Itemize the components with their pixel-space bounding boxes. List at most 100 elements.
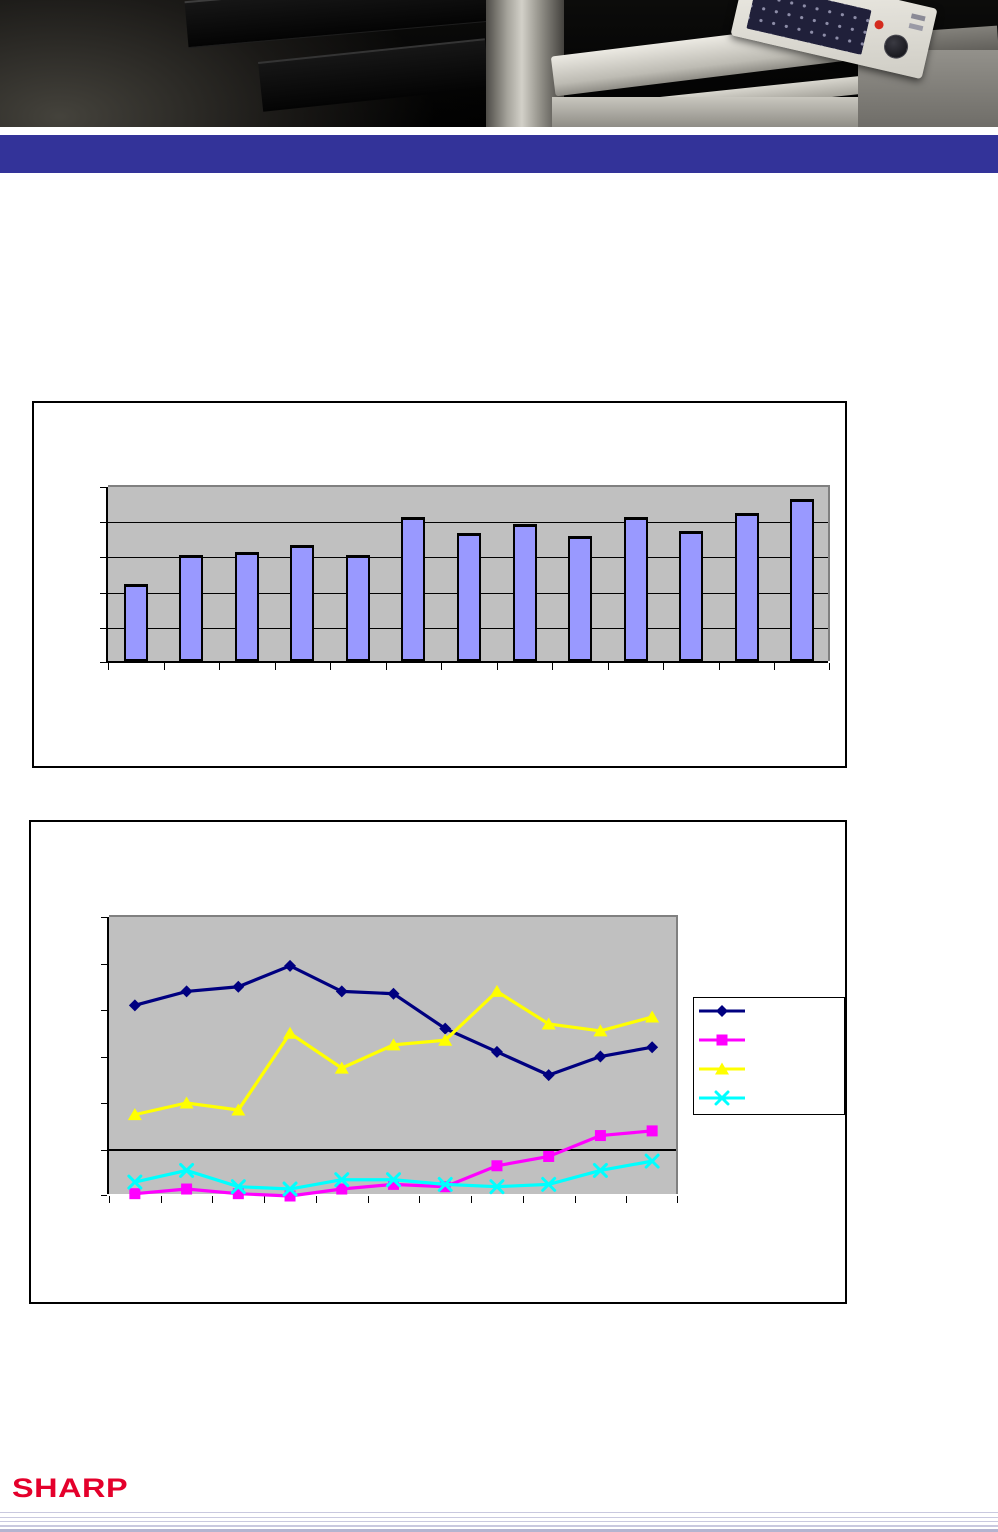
legend-entry-4: [699, 1090, 839, 1106]
panel-slot-icon: [910, 13, 926, 22]
square-marker: [646, 1125, 658, 1137]
footer-stripe: [0, 1517, 998, 1518]
x-axis-tick: [829, 663, 830, 670]
triangle-marker: [231, 1103, 246, 1116]
legend-key-icon: [699, 1005, 745, 1017]
footer-stripe: [0, 1512, 998, 1513]
diamond-marker: [490, 1045, 503, 1058]
gridline: [108, 522, 828, 524]
y-axis-tick: [101, 1056, 107, 1058]
line-chart-legend: [693, 997, 845, 1115]
x-marker: [230, 1179, 246, 1195]
bar: [568, 536, 593, 661]
series-line-3: [134, 989, 653, 1117]
x-marker: [541, 1176, 557, 1192]
square-marker: [284, 1190, 296, 1202]
bar: [234, 551, 259, 661]
control-dial: [881, 32, 911, 61]
x-marker: [282, 1181, 298, 1197]
line-chart-x-axis: [109, 1148, 676, 1151]
x-axis-tick: [496, 663, 498, 670]
bar-chart-frame: [32, 401, 847, 768]
panel-slot-icon: [908, 23, 924, 32]
bar: [401, 516, 426, 661]
diamond-marker: [439, 1022, 452, 1035]
triangle-marker: [593, 1024, 608, 1037]
triangle-marker: [489, 984, 504, 997]
bar: [179, 555, 204, 661]
diamond-marker: [232, 980, 245, 993]
bar: [512, 523, 537, 661]
y-axis-tick: [101, 917, 107, 918]
x-marker: [489, 1179, 505, 1195]
footer-stripe: [0, 1529, 998, 1532]
diamond-marker: [716, 1005, 728, 1017]
triangle-marker: [127, 1108, 142, 1121]
x-axis-tick: [160, 1196, 162, 1203]
line-chart-canvas: [127, 959, 660, 1202]
diamond-marker: [180, 985, 193, 998]
x-axis-tick: [574, 1196, 576, 1203]
finisher-tray-upper: [184, 0, 490, 49]
diamond-marker: [128, 999, 141, 1012]
y-axis-tick: [101, 1149, 107, 1151]
x-axis-tick: [163, 663, 165, 670]
x-marker: [714, 1090, 730, 1106]
triangle-marker: [541, 1017, 556, 1030]
finisher-tray-lower: [258, 38, 490, 112]
bar-chart-plot-area: [100, 485, 830, 670]
line-chart-plot-area: [101, 915, 678, 1203]
square-marker: [439, 1181, 451, 1193]
x-axis-tick: [522, 1196, 524, 1203]
x-axis-tick: [774, 663, 776, 670]
x-axis-tick: [677, 1196, 678, 1203]
bar: [679, 530, 704, 661]
x-axis-tick: [607, 663, 609, 670]
triangle-marker: [179, 1096, 194, 1109]
diamond-marker: [335, 985, 348, 998]
y-axis-tick: [101, 1103, 107, 1104]
bar: [345, 555, 370, 661]
legend-key-icon: [699, 1090, 745, 1106]
x-marker: [334, 1172, 350, 1188]
bar: [623, 516, 648, 661]
square-marker: [181, 1183, 193, 1195]
x-axis-tick: [367, 1196, 369, 1203]
diamond-marker: [594, 1050, 607, 1063]
y-axis-tick: [100, 627, 106, 629]
x-axis-tick: [663, 663, 665, 670]
x-axis-tick: [212, 1196, 214, 1203]
x-axis-tick: [330, 663, 332, 670]
footer-stripe: [0, 1525, 998, 1527]
diamond-marker: [284, 959, 297, 972]
square-marker: [129, 1188, 141, 1200]
footer-stripe: [0, 1521, 998, 1522]
y-axis-tick: [101, 1195, 107, 1196]
square-marker: [491, 1160, 503, 1172]
square-marker: [716, 1034, 728, 1046]
triangle-marker: [645, 1010, 660, 1023]
line-chart-frame: [29, 820, 847, 1304]
diamond-marker: [646, 1041, 659, 1054]
x-axis-tick: [109, 1196, 110, 1203]
bar-chart-y-axis: [106, 487, 108, 661]
bar: [290, 544, 315, 661]
y-axis-tick: [101, 1010, 107, 1011]
bar-chart-x-axis: [106, 661, 828, 663]
copier-photo-banner: [0, 0, 998, 127]
y-axis-tick: [100, 557, 106, 559]
bar: [790, 499, 815, 661]
x-axis-tick: [385, 663, 387, 670]
triangle-marker: [283, 1026, 298, 1039]
sharp-logo: SHARP: [12, 1474, 129, 1504]
y-axis-tick: [101, 963, 107, 965]
x-axis-tick: [718, 663, 720, 670]
square-marker: [388, 1178, 399, 1190]
x-axis-tick: [626, 1196, 628, 1203]
bar: [457, 532, 481, 661]
footer-stripes: [0, 1508, 998, 1532]
x-marker: [437, 1176, 453, 1192]
x-marker: [644, 1153, 660, 1169]
x-axis-tick: [315, 1196, 317, 1203]
